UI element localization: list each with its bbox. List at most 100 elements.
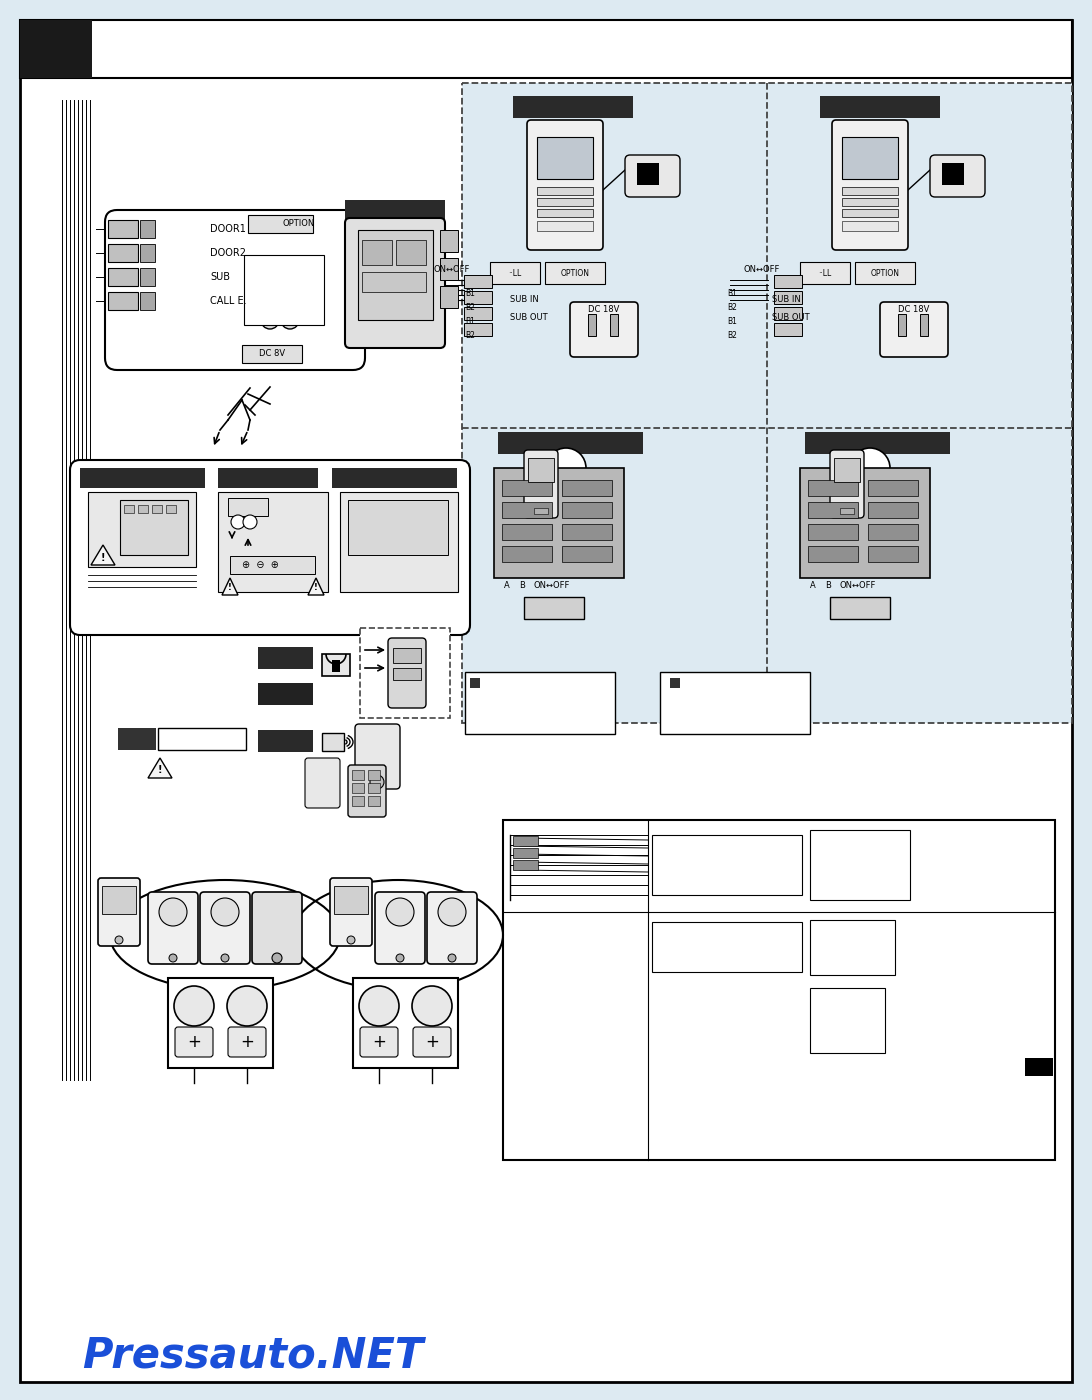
FancyBboxPatch shape	[842, 221, 898, 231]
Circle shape	[115, 937, 123, 944]
FancyBboxPatch shape	[108, 267, 138, 286]
FancyBboxPatch shape	[98, 878, 140, 946]
FancyBboxPatch shape	[242, 344, 302, 363]
FancyBboxPatch shape	[332, 468, 456, 489]
FancyBboxPatch shape	[842, 197, 898, 206]
FancyBboxPatch shape	[490, 262, 541, 284]
FancyBboxPatch shape	[587, 314, 596, 336]
FancyBboxPatch shape	[830, 596, 890, 619]
Text: B1: B1	[727, 288, 737, 298]
FancyBboxPatch shape	[808, 503, 858, 518]
FancyBboxPatch shape	[810, 920, 895, 974]
FancyBboxPatch shape	[360, 1028, 397, 1057]
Text: B: B	[824, 581, 831, 591]
FancyBboxPatch shape	[464, 291, 492, 304]
Text: CALL E.: CALL E.	[210, 295, 247, 307]
FancyBboxPatch shape	[322, 734, 344, 750]
FancyBboxPatch shape	[108, 244, 138, 262]
FancyBboxPatch shape	[152, 505, 162, 512]
FancyBboxPatch shape	[800, 262, 850, 284]
FancyBboxPatch shape	[88, 491, 195, 567]
FancyBboxPatch shape	[808, 524, 858, 540]
Text: ON↔OFF: ON↔OFF	[840, 581, 877, 591]
FancyBboxPatch shape	[218, 468, 318, 489]
FancyBboxPatch shape	[562, 546, 612, 561]
FancyBboxPatch shape	[368, 783, 380, 792]
FancyBboxPatch shape	[175, 1028, 213, 1057]
Text: DC 18V: DC 18V	[589, 305, 619, 314]
Text: SUB OUT: SUB OUT	[772, 314, 809, 322]
Text: A: A	[505, 581, 510, 591]
FancyBboxPatch shape	[393, 668, 422, 680]
FancyBboxPatch shape	[80, 468, 205, 489]
FancyBboxPatch shape	[808, 546, 858, 561]
Text: DOOR1: DOOR1	[210, 224, 246, 234]
Circle shape	[546, 448, 586, 489]
Circle shape	[347, 937, 355, 944]
FancyBboxPatch shape	[537, 137, 593, 179]
FancyBboxPatch shape	[352, 770, 364, 780]
FancyBboxPatch shape	[258, 729, 313, 752]
Circle shape	[412, 986, 452, 1026]
FancyBboxPatch shape	[363, 239, 392, 265]
Polygon shape	[222, 578, 238, 595]
FancyBboxPatch shape	[228, 1028, 266, 1057]
FancyBboxPatch shape	[440, 258, 458, 280]
FancyBboxPatch shape	[345, 218, 446, 349]
Text: Pressauto.NET: Pressauto.NET	[82, 1334, 424, 1376]
FancyBboxPatch shape	[330, 878, 372, 946]
Text: !: !	[157, 764, 163, 776]
FancyBboxPatch shape	[120, 500, 188, 554]
FancyBboxPatch shape	[534, 508, 548, 514]
FancyBboxPatch shape	[842, 188, 898, 195]
FancyBboxPatch shape	[20, 20, 1072, 78]
FancyBboxPatch shape	[805, 433, 950, 454]
FancyBboxPatch shape	[502, 480, 551, 496]
FancyBboxPatch shape	[524, 449, 558, 518]
FancyBboxPatch shape	[353, 979, 458, 1068]
Text: B2: B2	[465, 302, 475, 312]
Text: +: +	[372, 1033, 385, 1051]
FancyBboxPatch shape	[537, 188, 593, 195]
FancyBboxPatch shape	[252, 892, 302, 965]
FancyBboxPatch shape	[513, 836, 538, 846]
FancyBboxPatch shape	[228, 498, 268, 517]
FancyBboxPatch shape	[834, 458, 860, 482]
Circle shape	[385, 897, 414, 925]
Polygon shape	[91, 545, 115, 566]
FancyBboxPatch shape	[108, 220, 138, 238]
FancyBboxPatch shape	[660, 672, 810, 734]
FancyBboxPatch shape	[138, 505, 149, 512]
FancyBboxPatch shape	[360, 629, 450, 718]
FancyBboxPatch shape	[348, 500, 448, 554]
Polygon shape	[149, 757, 173, 778]
FancyBboxPatch shape	[340, 491, 458, 592]
FancyBboxPatch shape	[502, 546, 551, 561]
FancyBboxPatch shape	[855, 262, 915, 284]
FancyBboxPatch shape	[840, 508, 854, 514]
Circle shape	[850, 448, 890, 489]
FancyBboxPatch shape	[774, 291, 802, 304]
FancyBboxPatch shape	[774, 323, 802, 336]
FancyBboxPatch shape	[322, 654, 351, 676]
Circle shape	[359, 986, 399, 1026]
FancyBboxPatch shape	[368, 797, 380, 806]
Text: ··LL: ··LL	[509, 269, 522, 279]
FancyBboxPatch shape	[470, 678, 480, 687]
FancyBboxPatch shape	[513, 97, 633, 118]
FancyBboxPatch shape	[652, 834, 802, 895]
FancyBboxPatch shape	[332, 659, 340, 672]
FancyBboxPatch shape	[562, 480, 612, 496]
FancyBboxPatch shape	[140, 267, 155, 286]
Text: ON↔OFF: ON↔OFF	[434, 266, 470, 274]
FancyBboxPatch shape	[464, 323, 492, 336]
FancyBboxPatch shape	[427, 892, 477, 965]
Circle shape	[261, 311, 278, 329]
FancyBboxPatch shape	[393, 648, 422, 664]
FancyBboxPatch shape	[800, 468, 930, 578]
Text: B: B	[519, 581, 525, 591]
Text: A: A	[810, 581, 816, 591]
FancyBboxPatch shape	[464, 274, 492, 288]
FancyBboxPatch shape	[244, 255, 324, 325]
FancyBboxPatch shape	[810, 988, 885, 1053]
